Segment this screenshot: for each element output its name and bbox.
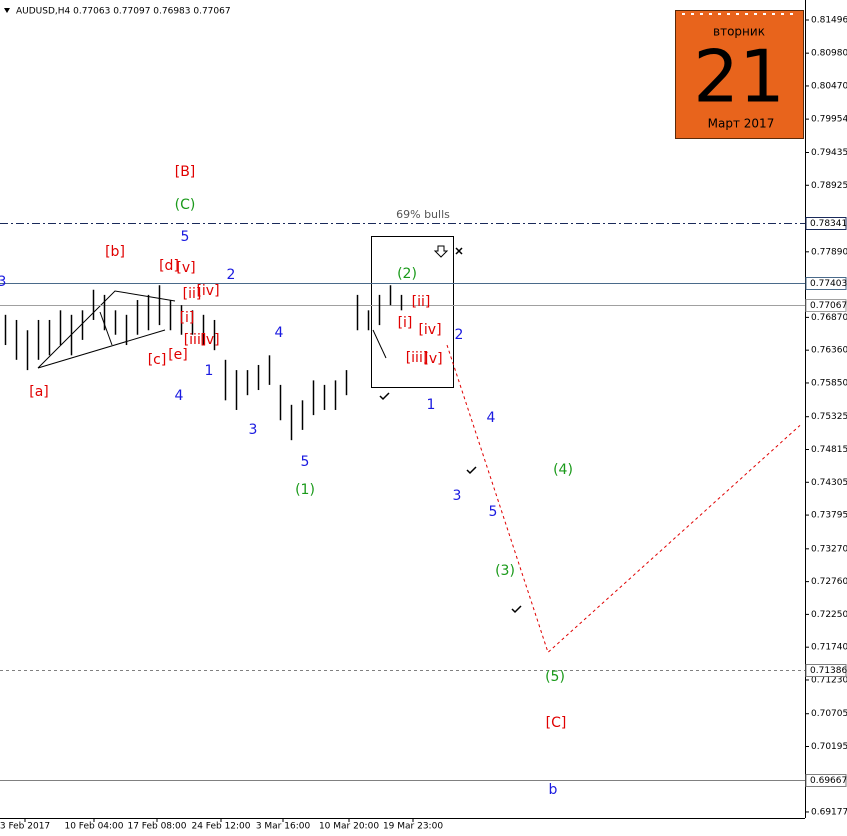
trend-line bbox=[372, 329, 387, 359]
y-tick-label: 0.74815 bbox=[811, 445, 847, 455]
wave-label: 3 bbox=[0, 274, 6, 290]
wave-label: [ii] bbox=[412, 294, 431, 310]
x-tick-label: 24 Feb 12:00 bbox=[191, 822, 250, 832]
wave-label: [iv] bbox=[418, 322, 441, 338]
x-tick-label: 3 Mar 16:00 bbox=[256, 822, 311, 832]
y-tick-label: 0.71230 bbox=[811, 675, 847, 685]
y-tick-label: 0.80470 bbox=[811, 81, 847, 91]
y-tick-label: 0.77890 bbox=[811, 247, 847, 257]
x-tick-label: 19 Mar 23:00 bbox=[383, 822, 443, 832]
wave-label: [a] bbox=[29, 384, 49, 400]
wave-label: [iii] bbox=[406, 350, 429, 366]
x-tick-label: 3 Feb 2017 bbox=[0, 822, 50, 832]
y-tick-label: 0.79435 bbox=[811, 148, 847, 158]
triangle bbox=[37, 329, 166, 369]
wave-label: (3) bbox=[495, 563, 515, 579]
y-tick-label: 0.70705 bbox=[811, 709, 847, 719]
box bbox=[371, 236, 454, 388]
calendar: вторник 21 Март 2017 bbox=[675, 10, 804, 139]
y-tick-label: 0.73795 bbox=[811, 511, 847, 521]
wave-label: [iv] bbox=[196, 283, 219, 299]
y-tick-label: 0.72760 bbox=[811, 577, 847, 587]
wave-label: [e] bbox=[168, 347, 188, 363]
level-label-box bbox=[805, 217, 847, 230]
y-tick-label: 0.78925 bbox=[811, 181, 847, 191]
wave-label: [C] bbox=[546, 715, 567, 731]
wave-label: (C) bbox=[175, 197, 196, 213]
y-tick-label: 0.69177 bbox=[811, 807, 847, 817]
calendar-month: Март 2017 bbox=[708, 117, 775, 131]
wave-label: [d] bbox=[159, 258, 179, 274]
level-label: 0.69667 bbox=[810, 776, 847, 786]
wave-label: 1 bbox=[427, 397, 436, 413]
menu-icon bbox=[4, 8, 10, 13]
wave-label: [i] bbox=[180, 310, 195, 326]
y-tick-label: 0.70195 bbox=[811, 742, 847, 752]
note: 69% bulls bbox=[396, 208, 450, 221]
wave-label: (1) bbox=[295, 482, 315, 498]
wave-label: [iii] bbox=[184, 332, 207, 348]
y-tick-label: 0.74305 bbox=[811, 478, 847, 488]
wave-label: [b] bbox=[105, 244, 125, 260]
wave-label: 3 bbox=[453, 488, 462, 504]
close-icon bbox=[455, 247, 463, 255]
wave-label: b bbox=[549, 782, 558, 798]
x-tick-label: 10 Mar 20:00 bbox=[319, 822, 379, 832]
wave-label: 4 bbox=[175, 388, 184, 404]
triangle bbox=[99, 311, 113, 346]
wave-label: 5 bbox=[301, 454, 310, 470]
wave-label: [B] bbox=[175, 164, 196, 180]
y-tick-label: 0.79954 bbox=[811, 115, 847, 125]
level-label: 0.71386 bbox=[810, 666, 847, 676]
wave-label: [v] bbox=[423, 351, 442, 367]
calendar-page bbox=[675, 10, 804, 139]
calendar-weekday: вторник bbox=[713, 25, 765, 39]
x-tick-label: 17 Feb 08:00 bbox=[127, 822, 186, 832]
y-tick-label: 0.72250 bbox=[811, 610, 847, 620]
wave-label: [ii] bbox=[183, 286, 202, 302]
wave-label: 2 bbox=[227, 267, 236, 283]
calendar-day: 21 bbox=[693, 35, 785, 119]
check bbox=[511, 605, 522, 614]
drawings bbox=[37, 236, 522, 614]
wave-label: [i] bbox=[398, 315, 413, 331]
level-label: 0.78341 bbox=[810, 219, 847, 229]
y-tick-label: 0.75850 bbox=[811, 378, 847, 388]
arrow-icon bbox=[433, 245, 449, 258]
wave-label: (4) bbox=[553, 462, 573, 478]
y-tick-label: 0.80980 bbox=[811, 49, 847, 59]
level-label-box bbox=[805, 277, 847, 290]
level-label-box bbox=[805, 664, 847, 677]
wave-label: 1 bbox=[205, 363, 214, 379]
level-label-box bbox=[805, 774, 847, 787]
y-tick-label: 0.71740 bbox=[811, 643, 847, 653]
wave-label: 4 bbox=[275, 325, 284, 341]
y-tick-label: 0.73270 bbox=[811, 544, 847, 554]
check bbox=[466, 466, 477, 475]
x-tick-label: 10 Feb 04:00 bbox=[64, 822, 123, 832]
level-label: 0.77067 bbox=[810, 301, 847, 311]
chart-title: AUDUSD,H4 0.77063 0.77097 0.76983 0.7706… bbox=[16, 7, 231, 17]
y-tick-label: 0.76360 bbox=[811, 346, 847, 356]
wave-label: 2 bbox=[455, 327, 464, 343]
wave-label: 3 bbox=[249, 422, 258, 438]
wave-label: [v] bbox=[200, 332, 219, 348]
level-label-box bbox=[805, 299, 847, 312]
y-tick-label: 0.76870 bbox=[811, 313, 847, 323]
wave-label: 5 bbox=[489, 504, 498, 520]
check bbox=[379, 392, 390, 401]
triangle bbox=[37, 290, 176, 369]
y-tick-label: 0.75325 bbox=[811, 412, 847, 422]
level-label: 0.77403 bbox=[810, 279, 847, 289]
wave-label: (2) bbox=[397, 266, 417, 282]
wave-label: [v] bbox=[176, 260, 195, 276]
wave-label: 5 bbox=[181, 229, 190, 245]
y-tick-label: 0.81496 bbox=[811, 15, 847, 25]
wave-label: (5) bbox=[545, 669, 565, 685]
wave-label: [c] bbox=[148, 352, 167, 368]
wave-label: 4 bbox=[487, 410, 496, 426]
